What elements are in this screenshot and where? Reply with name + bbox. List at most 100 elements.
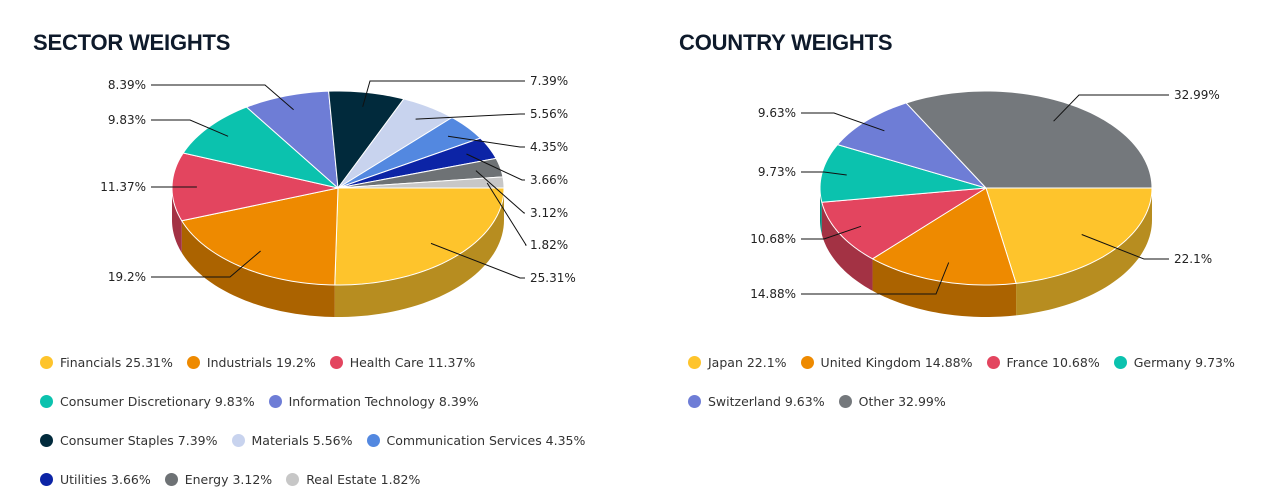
pie-slice-utilities[interactable] xyxy=(337,137,497,189)
legend-item-france[interactable]: France 10.68% xyxy=(986,353,1100,372)
legend-swatch-united-kingdom xyxy=(800,356,814,369)
leader-line-united-kingdom xyxy=(801,262,950,295)
leader-line-switzerland xyxy=(801,112,885,132)
legend-label-health-care: Health Care 11.37% xyxy=(349,355,476,370)
leader-line-information-technology xyxy=(151,84,294,111)
sector-pie-chart: 25.31% 19.2% 11.37% 9.83% 8.39% 7.39% 5.56% 4.3… xyxy=(100,74,576,317)
data-label-other: 32.99% xyxy=(1174,88,1220,102)
leader-line-consumer-discretionary xyxy=(151,119,229,137)
leader-line-industrials xyxy=(151,250,261,278)
data-label-energy: 3.12% xyxy=(530,206,568,220)
legend-item-communication-services[interactable]: Communication Services 4.35% xyxy=(366,431,585,450)
legend-label-industrials: Industrials 19.2% xyxy=(206,355,316,370)
legend-label-real-estate: Real Estate 1.82% xyxy=(306,472,421,487)
legend-item-japan[interactable]: Japan 22.1% xyxy=(688,353,787,372)
legend-label-utilities: Utilities 3.66% xyxy=(60,472,151,487)
pie-slice-communication-services[interactable] xyxy=(337,117,481,189)
pie-side-united-kingdom xyxy=(872,258,1017,317)
legend-label-financials: Financials 25.31% xyxy=(60,355,173,370)
legend-item-united-kingdom[interactable]: United Kingdom 14.88% xyxy=(800,353,973,372)
data-label-france: 10.68% xyxy=(750,232,796,246)
legend-swatch-real-estate xyxy=(286,473,300,486)
data-label-consumer-staples: 7.39% xyxy=(530,74,568,88)
legend-label-france: France 10.68% xyxy=(1006,355,1100,370)
pie-side-germany xyxy=(820,188,822,235)
legend-label-switzerland: Switzerland 9.63% xyxy=(708,394,825,409)
legend-item-energy[interactable]: Energy 3.12% xyxy=(164,470,272,489)
legend-swatch-health-care xyxy=(329,356,343,369)
pie-labels: 25.31% 19.2% 11.37% 9.83% 8.39% 7.39% 5.56% 4.3… xyxy=(100,74,576,285)
leader-line-france xyxy=(801,225,862,240)
leader-line-financials xyxy=(430,242,525,279)
legend-swatch-energy xyxy=(164,473,178,486)
leader-line-materials xyxy=(415,113,525,120)
pie-slice-germany[interactable] xyxy=(819,144,987,203)
legend-item-consumer-discretionary[interactable]: Consumer Discretionary 9.83% xyxy=(40,392,255,411)
pie-slice-other[interactable] xyxy=(905,90,1153,189)
pie-side-financials xyxy=(334,188,504,317)
data-label-switzerland: 9.63% xyxy=(758,106,796,120)
legend-item-utilities[interactable]: Utilities 3.66% xyxy=(40,470,151,489)
legend-item-information-technology[interactable]: Information Technology 8.39% xyxy=(268,392,479,411)
data-label-japan: 22.1% xyxy=(1174,252,1212,266)
legend-item-real-estate[interactable]: Real Estate 1.82% xyxy=(286,470,420,489)
legend-label-united-kingdom: United Kingdom 14.88% xyxy=(820,355,973,370)
pie-slice-materials[interactable] xyxy=(337,98,453,189)
legend-swatch-consumer-discretionary xyxy=(40,395,53,408)
data-label-united-kingdom: 14.88% xyxy=(750,287,796,301)
legend-label-information-technology: Information Technology 8.39% xyxy=(288,394,479,409)
data-label-health-care: 11.37% xyxy=(100,180,146,194)
data-label-germany: 9.73% xyxy=(758,165,796,179)
legend-item-materials[interactable]: Materials 5.56% xyxy=(231,431,353,450)
pie-top-slices xyxy=(171,90,505,286)
legend-item-other[interactable]: Other 32.99% xyxy=(838,392,946,411)
legend-item-industrials[interactable]: Industrials 19.2% xyxy=(186,353,316,372)
pie-slice-information-technology[interactable] xyxy=(246,90,339,189)
legend-swatch-materials xyxy=(231,434,245,447)
legend-label-japan: Japan 22.1% xyxy=(708,355,787,370)
country-legend: Japan 22.1% United Kingdom 14.88% France 1… xyxy=(688,353,1248,411)
legend-item-germany[interactable]: Germany 9.73% xyxy=(1113,353,1235,372)
legend-swatch-germany xyxy=(1113,356,1127,369)
data-label-financials: 25.31% xyxy=(530,271,576,285)
pie-slice-real-estate[interactable] xyxy=(337,176,505,189)
legend-label-consumer-discretionary: Consumer Discretionary 9.83% xyxy=(60,394,255,409)
pie-slice-financials[interactable] xyxy=(334,187,505,286)
pie-side-industrials xyxy=(181,220,335,317)
pie-slice-consumer-discretionary[interactable] xyxy=(182,106,339,189)
pie-slice-united-kingdom[interactable] xyxy=(872,187,1017,286)
leader-line-other xyxy=(1053,94,1169,122)
pie-slice-industrials[interactable] xyxy=(181,187,339,286)
pie-slice-france[interactable] xyxy=(821,187,987,260)
sector-weights-panel: SECTOR WEIGHTS 25.31% 19.2% 11.37% 9.83% 8.3… xyxy=(33,30,585,489)
country-pie-chart: 22.1% 14.88% 10.68% 9.73% 9.63% 32.99% xyxy=(750,88,1220,317)
leader-line-real-estate xyxy=(486,182,527,246)
legend-item-health-care[interactable]: Health Care 11.37% xyxy=(329,353,476,372)
legend-item-consumer-staples[interactable]: Consumer Staples 7.39% xyxy=(40,431,218,450)
pie-side-france xyxy=(821,202,873,291)
pie-side-walls xyxy=(172,188,504,317)
leader-line-japan xyxy=(1081,234,1169,260)
data-label-consumer-discretionary: 9.83% xyxy=(108,113,146,127)
legend-swatch-industrials xyxy=(186,356,200,369)
leader-line-energy xyxy=(475,170,525,214)
pie-slice-energy[interactable] xyxy=(337,157,504,189)
legend-swatch-other xyxy=(838,395,852,408)
legend-swatch-consumer-staples xyxy=(40,434,53,447)
pie-slice-japan[interactable] xyxy=(985,187,1153,284)
legend-label-consumer-staples: Consumer Staples 7.39% xyxy=(60,433,218,448)
legend-swatch-france xyxy=(986,356,1000,369)
pie-slice-switzerland[interactable] xyxy=(837,102,987,189)
legend-swatch-information-technology xyxy=(268,395,282,408)
legend-swatch-japan xyxy=(688,356,701,369)
legend-label-germany: Germany 9.73% xyxy=(1133,355,1235,370)
legend-swatch-financials xyxy=(40,356,53,369)
legend-item-switzerland[interactable]: Switzerland 9.63% xyxy=(688,392,825,411)
sector-weights-title: SECTOR WEIGHTS xyxy=(33,30,231,55)
country-weights-title: COUNTRY WEIGHTS xyxy=(679,30,893,55)
leader-line-germany xyxy=(801,171,847,176)
legend-label-materials: Materials 5.56% xyxy=(251,433,353,448)
legend-item-financials[interactable]: Financials 25.31% xyxy=(40,353,173,372)
pie-side-health-care xyxy=(172,188,182,253)
legend-swatch-utilities xyxy=(40,473,53,486)
